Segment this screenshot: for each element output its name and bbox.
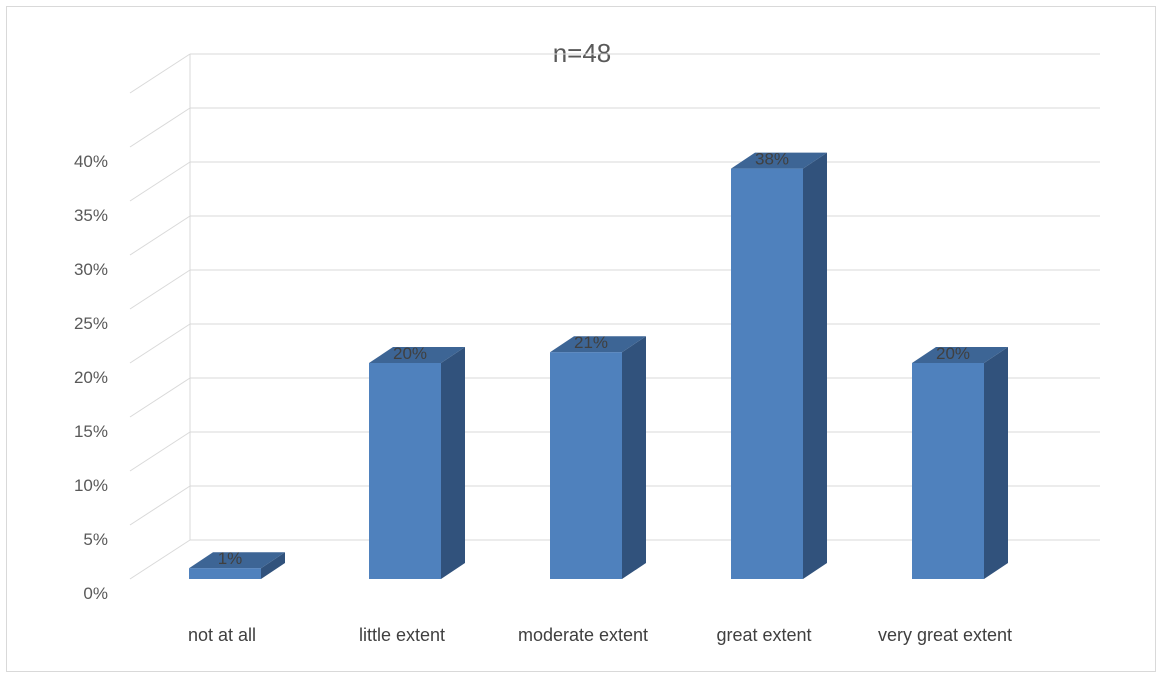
gridline-diagonal [129, 215, 191, 256]
y-tick-label: 10% [74, 476, 108, 495]
chart-title: n=48 [553, 38, 612, 68]
bar-top-face [189, 552, 285, 569]
bar-front-face [550, 352, 622, 579]
data-label: 1% [218, 549, 243, 568]
x-category-label: little extent [359, 625, 445, 645]
data-label: 20% [936, 344, 970, 363]
bar-top-face [369, 347, 465, 363]
y-axis-ticks: 0% 5% 10% 15% 20% 25% 30% 35% 40% [74, 152, 108, 603]
y-tick-label: 20% [74, 368, 108, 387]
gridline-diagonal [129, 323, 191, 364]
data-label: 38% [755, 150, 789, 169]
bar-side-face [261, 552, 285, 579]
y-tick-label: 0% [83, 584, 108, 603]
y-tick-label: 5% [83, 530, 108, 549]
data-label: 20% [393, 344, 427, 363]
x-category-label: very great extent [878, 625, 1012, 645]
gridline-diagonal [129, 107, 191, 148]
bar-side-face [803, 152, 827, 579]
bar-top-face [912, 347, 1008, 363]
bar [912, 347, 1008, 579]
bar-front-face [731, 168, 803, 579]
gridline-diagonal [129, 53, 191, 94]
bars [189, 152, 1008, 579]
y-tick-label: 25% [74, 314, 108, 333]
data-label: 21% [574, 333, 608, 352]
bar-front-face [189, 568, 261, 579]
gridline-diagonal [129, 539, 191, 580]
bar [369, 347, 465, 579]
x-axis-categories: not at all little extent moderate extent gr… [188, 625, 1012, 645]
bar-side-face [984, 347, 1008, 579]
y-tick-label: 15% [74, 422, 108, 441]
bar-top-face [731, 152, 827, 169]
bar [189, 552, 285, 579]
data-labels: 1% 20% 21% 38% 20% [218, 150, 970, 569]
gridline-diagonal [129, 431, 191, 472]
gridline-diagonal [129, 485, 191, 526]
y-tick-label: 40% [74, 152, 108, 171]
gridline-diagonal [129, 161, 191, 202]
gridline-diagonal [129, 269, 191, 310]
bar [731, 152, 827, 579]
x-category-label: moderate extent [518, 625, 648, 645]
bar-side-face [441, 347, 465, 579]
y-tick-label: 30% [74, 260, 108, 279]
bar-front-face [369, 363, 441, 579]
bar-front-face [912, 363, 984, 579]
bar [550, 336, 646, 579]
bar-side-face [622, 336, 646, 579]
y-tick-label: 35% [74, 206, 108, 225]
gridline-diagonal [129, 377, 191, 418]
x-category-label: great extent [716, 625, 811, 645]
bar-top-face [550, 336, 646, 353]
x-category-label: not at all [188, 625, 256, 645]
